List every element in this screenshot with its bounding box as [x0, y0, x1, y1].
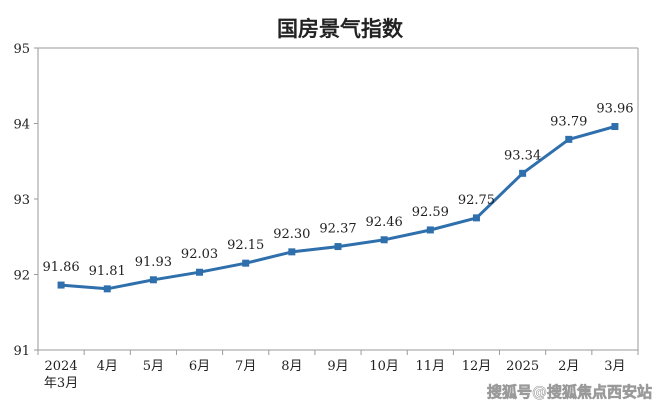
data-point	[103, 285, 111, 293]
x-tick-label: 8月	[281, 359, 302, 374]
x-tick-label: 3月	[604, 359, 625, 374]
data-point	[611, 123, 619, 131]
x-tick-label: 10月	[369, 359, 399, 374]
data-point	[380, 236, 388, 244]
data-point	[288, 248, 296, 256]
data-label: 91.93	[135, 255, 172, 270]
chart-title: 国房景气指数	[277, 17, 404, 41]
data-point	[519, 169, 527, 177]
data-point	[334, 243, 342, 251]
data-point	[57, 281, 65, 289]
x-tick-label: 5月	[143, 359, 164, 374]
y-tick-label: 92	[13, 269, 30, 284]
x-tick-labels: 2024 年3月 4月 5月 6月 7月 8月 9月 10月 11月 12月 2025 2月 3月	[37, 350, 639, 391]
data-point	[149, 276, 157, 284]
data-label: 92.37	[319, 222, 356, 237]
watermark: 搜狐号@搜狐焦点西安站	[487, 383, 652, 401]
data-point	[472, 214, 480, 222]
x-tick-label: 11月	[416, 359, 446, 374]
y-tick-label: 93	[13, 193, 30, 208]
data-label: 93.79	[550, 114, 587, 129]
y-tick-labels: 91 92 93 94 95	[13, 42, 38, 359]
y-tick-label: 95	[13, 42, 30, 57]
data-labels: 91.86 91.81 91.93 92.03 92.15 92.30 92.37 92.46…	[42, 102, 633, 279]
x-tick-label: 2月	[558, 359, 579, 374]
data-point	[196, 268, 204, 276]
data-label: 91.86	[42, 260, 79, 275]
x-tick-label: 12月	[462, 359, 492, 374]
y-tick-label: 91	[13, 344, 30, 359]
data-label: 92.75	[458, 193, 495, 208]
x-tick-label: 6月	[189, 359, 210, 374]
x-tick-label: 2024 年3月	[44, 359, 78, 391]
data-point	[426, 226, 434, 234]
axes	[37, 47, 639, 351]
data-label: 92.30	[273, 227, 310, 242]
data-point	[242, 259, 250, 267]
series-markers	[57, 123, 619, 293]
data-label: 92.46	[366, 215, 403, 230]
data-point	[565, 135, 573, 143]
x-tick-label: 9月	[327, 359, 348, 374]
data-label: 92.59	[412, 205, 449, 220]
data-label: 92.03	[181, 247, 218, 262]
data-label: 91.81	[89, 264, 126, 279]
y-tick-label: 94	[13, 118, 30, 133]
data-label: 93.34	[504, 148, 541, 163]
x-tick-label: 4月	[97, 359, 118, 374]
data-label: 93.96	[596, 102, 633, 117]
data-label: 92.15	[227, 238, 264, 253]
x-tick-label: 7月	[235, 359, 256, 374]
x-tick-label: 2025	[506, 359, 539, 374]
